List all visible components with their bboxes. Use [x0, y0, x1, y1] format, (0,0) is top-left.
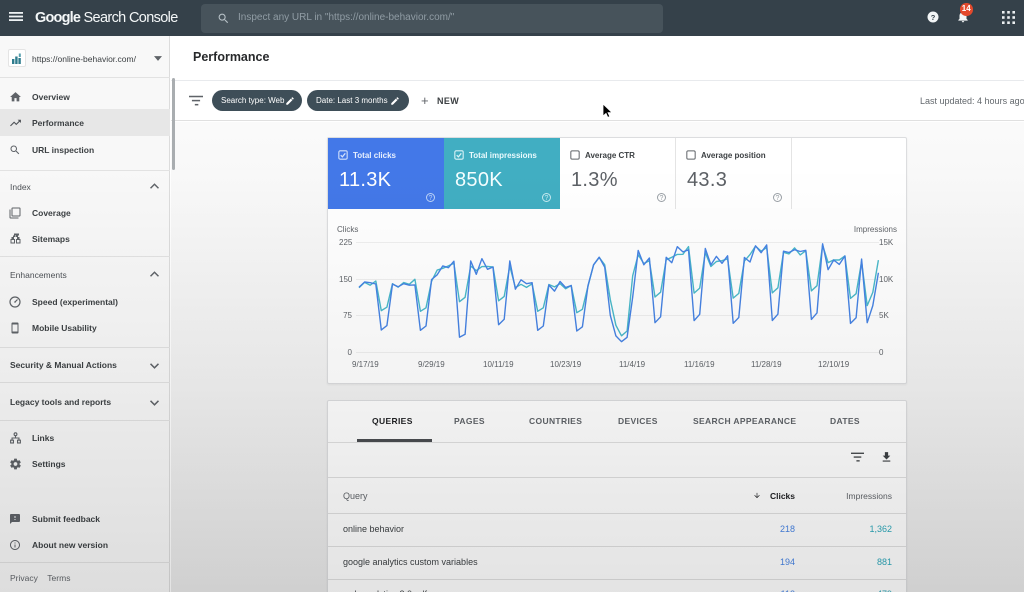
- svg-text:?: ?: [931, 12, 936, 21]
